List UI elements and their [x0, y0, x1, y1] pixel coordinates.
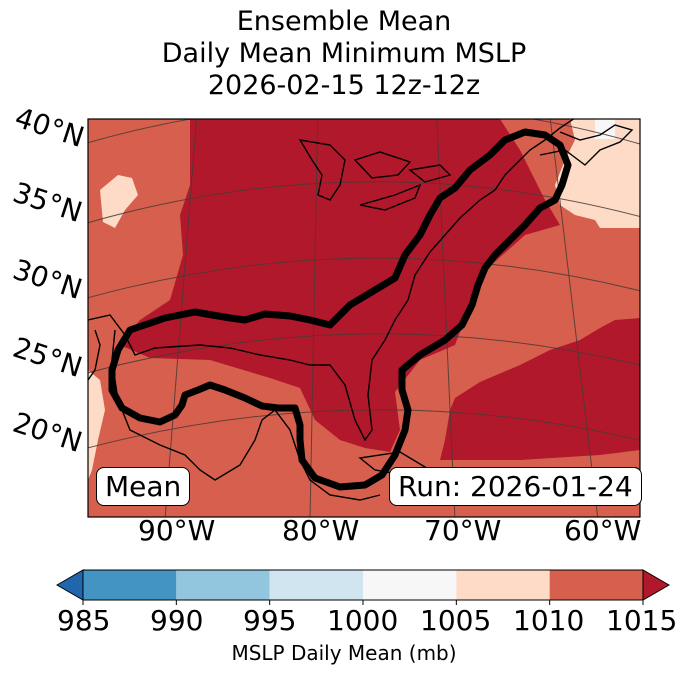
coastlines — [88, 119, 634, 501]
map-frame — [87, 118, 641, 518]
coastline-great-lakes — [298, 139, 452, 211]
pressure-field-1000-1005 — [595, 119, 615, 139]
colorbar-tick-label: 1015 — [606, 604, 678, 637]
title-line-3: 2026-02-15 12z-12z — [207, 70, 481, 101]
graticule-lat-25 — [88, 333, 640, 374]
pressure-contour-outline — [108, 128, 572, 491]
colorbar-under-arrow — [55, 569, 84, 601]
graticule-lon-60 — [549, 119, 599, 517]
lon-label-60: 60°W — [564, 514, 642, 547]
coastline-canada-maritimes — [539, 124, 634, 166]
colorbar-tick-label: 1000 — [327, 604, 399, 637]
pressure-field-above-1015-east — [440, 318, 640, 460]
pressure-field-1005-1010-northeast — [555, 119, 640, 228]
colorbar — [55, 569, 671, 605]
pressure-field-above-1015-north — [120, 119, 560, 452]
lon-label-70: 70°W — [424, 514, 502, 547]
colorbar-bin-1000-1005 — [363, 570, 457, 600]
colorbar-tick-label: 990 — [150, 604, 204, 637]
pressure-field-1005-1010-west — [100, 175, 138, 228]
coastline-gulf-and-east-coast — [88, 119, 575, 442]
colorbar-tick-label: 995 — [243, 604, 297, 637]
title-line-1: Ensemble Mean — [236, 6, 452, 37]
colorbar-tick-label: 1010 — [513, 604, 585, 637]
run-date-box: Run: 2026-01-24 — [389, 467, 642, 506]
graticule-lon-90 — [164, 119, 198, 517]
colorbar-bin-995-1000 — [269, 570, 363, 600]
coastline-texas-west — [88, 329, 101, 381]
lon-label-80: 80°W — [282, 514, 360, 547]
map-area — [88, 119, 640, 517]
colorbar-tick-label: 1005 — [420, 604, 492, 637]
graticule-lat-40 — [88, 119, 640, 145]
colorbar-label: MSLP Daily Mean (mb) — [231, 641, 457, 665]
colorbar-bin-990-995 — [176, 570, 270, 600]
colorbar-tick-label: 985 — [57, 604, 111, 637]
graticule-lat-30 — [88, 257, 640, 299]
title-line-2: Daily Mean Minimum MSLP — [161, 38, 527, 69]
colorbar-bin-1010-1015 — [549, 570, 643, 600]
coastline-mexico — [111, 329, 381, 501]
colorbar-bin-1005-1010 — [456, 570, 550, 600]
mean-label-box: Mean — [96, 467, 191, 506]
graticule-lon-70 — [436, 119, 456, 517]
graticule-lon-80 — [309, 119, 319, 517]
lon-label-90: 90°W — [138, 514, 216, 547]
graticule-lat-35 — [88, 181, 640, 224]
colorbar-over-arrow — [642, 569, 671, 601]
colorbar-bin-985-990 — [83, 570, 177, 600]
pressure-field-1005-1010-southwest — [88, 370, 105, 480]
